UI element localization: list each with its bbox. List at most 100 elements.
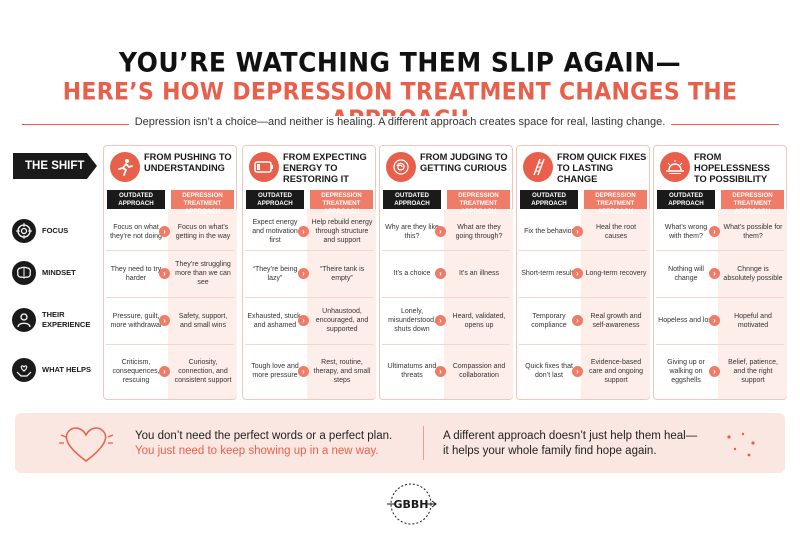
arrow-right-icon: › [709, 365, 720, 377]
treatment-cell: Chnnge is absolutely possible [723, 265, 783, 282]
the-shift-label: THE SHIFT [13, 153, 97, 179]
row-label-3: THEIR EXPERIENCE [12, 296, 102, 343]
depression-treatment-tag: DEPRESSION TREATMENT APPROACH [310, 190, 373, 215]
bottom-message-panel: You don’t need the perfect words or a pe… [15, 413, 785, 473]
row-label-text: WHAT HELPS [42, 365, 92, 374]
column-title: FROM QUICK FIXES TO LASTING CHANGE [557, 152, 647, 184]
outdated-cell: Focus on what they’re not doing [110, 223, 162, 240]
outdated-approach-tag: OUTDATED APPROACH [657, 190, 715, 209]
arrow-right-icon: › [435, 226, 446, 237]
arrow-right-icon: › [298, 226, 309, 237]
outdated-cell: Quick fixes that don’t last [525, 363, 573, 379]
column-title: FROM PUSHING TO UNDERSTANDING [144, 152, 232, 173]
column-header: FROM JUDGING TO GETTING CURIOUS [380, 146, 512, 188]
page-title-line1: YOU’RE WATCHING THEM SLIP AGAIN— [118, 46, 682, 79]
outdated-cell: It’s a choice [393, 270, 431, 277]
outdated-cell: Ultimatums and threats [387, 363, 437, 379]
treatment-cell: Heal the root causes [595, 223, 637, 240]
treatment-cell: Curiosity, connection, and consistent su… [174, 358, 232, 384]
outdated-cell: Expect energy and motivation first [252, 219, 298, 244]
treatment-cell: Evidence-based care and ongoing support [588, 358, 644, 384]
person-icon [12, 307, 36, 332]
treatment-cell: “Theire tank is empty” [319, 265, 365, 282]
outdated-approach-tag: OUTDATED APPROACH [520, 190, 578, 209]
gbbh-logo: GBBH [387, 483, 437, 525]
treatment-cell: Real growth and self-awareness [590, 312, 642, 329]
treatment-cell: They’re struggling more than we can see [175, 261, 231, 286]
sparkle-dots-icon [727, 432, 755, 457]
depression-treatment-tag: DEPRESSION TREATMENT APPROACH [721, 190, 784, 215]
outdated-cell: Nothing will change [668, 265, 704, 282]
depression-treatment-tag: DEPRESSION TREATMENT APPROACH [171, 190, 234, 215]
outdated-cell: Why are they like this? [385, 223, 439, 240]
treatment-column-bg [581, 209, 650, 399]
row-divider [519, 250, 647, 251]
depression-treatment-tag: DEPRESSION TREATMENT APPROACH [447, 190, 510, 215]
treatment-cell: What’s possible for them? [723, 223, 783, 240]
ladder-icon [523, 152, 553, 182]
arrow-right-icon: › [298, 268, 309, 279]
row-label-text: FOCUS [42, 225, 69, 235]
outdated-cell: “They’re being lazy” [252, 265, 298, 282]
column-header: FROM PUSHING TO UNDERSTANDING [104, 146, 236, 188]
row-label-4: WHAT HELPS [12, 343, 102, 397]
row-divider [656, 344, 784, 345]
treatment-cell: Heard, validated, opens up [452, 312, 506, 329]
arrow-right-icon: › [709, 315, 720, 326]
outdated-cell: Giving up or walking on eggshells [667, 358, 705, 384]
outdated-cell: Short-term results [521, 270, 577, 277]
row-divider [656, 297, 784, 298]
arrow-right-icon: › [159, 268, 170, 279]
arrow-right-icon: › [709, 226, 720, 237]
heart-icon [59, 427, 114, 462]
outdated-cell: Fix the behavior [524, 228, 574, 235]
row-divider [106, 344, 234, 345]
divider-right [664, 124, 779, 125]
outdated-approach-tag: OUTDATED APPROACH [383, 190, 441, 209]
treatment-column-bg [444, 209, 513, 399]
treatment-cell: It’s an illness [459, 270, 499, 277]
shift-column-5: FROM HOPELESSNESS TO POSSIBILITY OUTDATED… [653, 145, 787, 400]
shift-column-1: FROM PUSHING TO UNDERSTANDING OUTDATED AP… [103, 145, 237, 400]
column-title: FROM EXPECTING ENERGY TO RESTORING IT [283, 152, 367, 184]
row-divider [656, 250, 784, 251]
arrow-right-icon: › [159, 226, 170, 237]
row-divider [382, 297, 510, 298]
treatment-cell: Long-term recovery [585, 270, 647, 277]
treatment-column-bg [168, 209, 237, 399]
arrow-right-icon: › [159, 365, 170, 377]
arrow-right-icon: › [298, 365, 309, 377]
arrow-right-icon: › [435, 268, 446, 279]
outdated-cell: Criticism, consequences, rescuing [112, 358, 160, 384]
bottom-left-line2: You just need to keep showing up in a ne… [135, 445, 379, 457]
row-divider [382, 250, 510, 251]
arrow-right-icon: › [435, 315, 446, 326]
outdated-cell: Tough love and more pressure [251, 363, 299, 379]
outdated-cell: They need to try harder [110, 265, 162, 282]
bottom-right-line1: A different approach doesn’t just help t… [443, 430, 698, 442]
column-header: FROM HOPELESSNESS TO POSSIBILITY [654, 146, 786, 188]
treatment-cell: Hopeful and motivated [734, 312, 772, 329]
treatment-cell: Compassion and collaboration [452, 363, 506, 379]
column-header: FROM QUICK FIXES TO LASTING CHANGE [517, 146, 649, 188]
sunrise-icon [660, 152, 690, 182]
row-label-text: THEIR EXPERIENCE [42, 309, 91, 329]
bottom-left-line1: You don’t need the perfect words or a pe… [135, 430, 393, 442]
treatment-cell: Safety, support, and small wins [178, 312, 228, 329]
row-label-text: MINDSET [42, 267, 76, 277]
divider-left [22, 124, 142, 125]
column-header: FROM EXPECTING ENERGY TO RESTORING IT [243, 146, 375, 188]
subtitle: Depression isn’t a choice—and neither is… [0, 116, 800, 128]
svg-text:GBBH: GBBH [393, 498, 428, 511]
outdated-approach-tag: OUTDATED APPROACH [107, 190, 165, 209]
arrow-right-icon: › [435, 365, 446, 377]
arrow-right-icon: › [709, 268, 720, 279]
running-person-icon [110, 152, 140, 182]
row-divider [519, 344, 647, 345]
outdated-cell: Temporary compliance [531, 312, 567, 329]
bottom-divider [423, 426, 424, 460]
shift-column-2: FROM EXPECTING ENERGY TO RESTORING IT OUT… [242, 145, 376, 400]
low-battery-icon [249, 152, 279, 182]
outdated-cell: Hopeless and lost [658, 317, 714, 324]
outdated-cell: Lonely, misunderstood, shuts down [388, 308, 436, 333]
